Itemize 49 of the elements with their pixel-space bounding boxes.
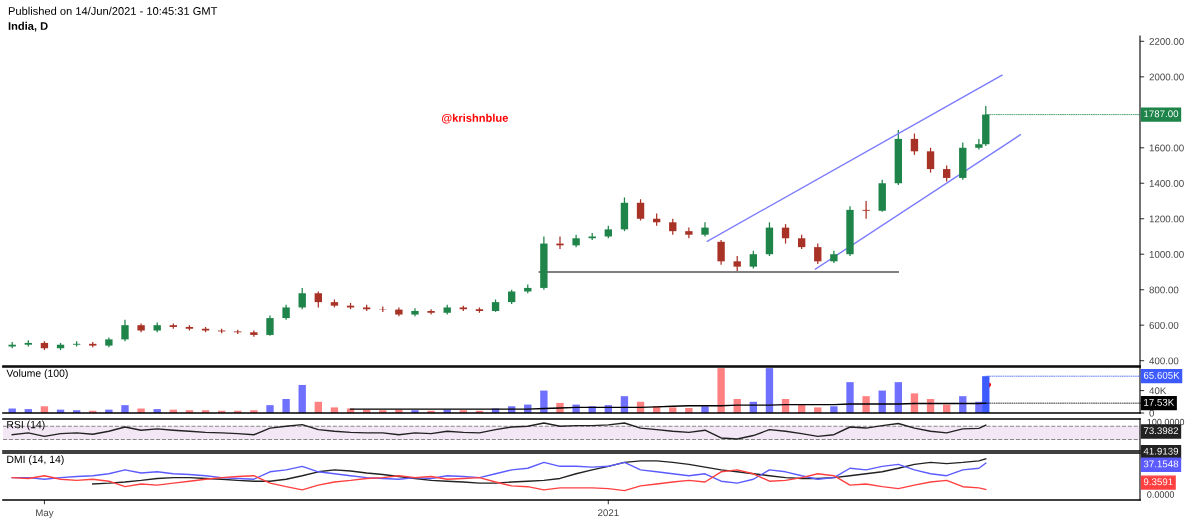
annotation: 1787.00	[1144, 110, 1179, 118]
chart-title: RSI (14)	[7, 420, 45, 431]
text: 0.0000	[1147, 491, 1175, 498]
annotation: @krishnblue	[441, 113, 508, 124]
bar	[121, 405, 129, 413]
text: 37.1548	[1143, 460, 1179, 468]
candlestick	[862, 200, 870, 220]
y-tick-label: 40K	[1149, 387, 1167, 395]
text: 9.3591	[1143, 478, 1173, 486]
chart-title: Volume (100)	[6, 369, 68, 380]
chart-subtitle: India, D	[8, 21, 48, 32]
chart-title: DMI (14, 14)	[7, 455, 64, 466]
candlestick	[910, 132, 919, 156]
y-tick-label: 400.00	[1149, 357, 1179, 365]
candlestick	[121, 319, 129, 342]
y-tick-label: 1400.00	[1149, 179, 1184, 187]
bar	[266, 405, 274, 413]
candlestick	[266, 314, 274, 337]
bar	[830, 406, 838, 413]
bar	[701, 406, 709, 413]
candlestick	[298, 287, 306, 310]
y-tick-label: 1000.00	[1149, 250, 1184, 258]
bar	[717, 368, 725, 413]
bar	[540, 390, 548, 413]
x-tick-label: May	[36, 509, 54, 519]
annotation: 65.605K	[1143, 371, 1180, 379]
annotation: 17.53K	[1144, 398, 1175, 406]
text: 73.3982	[1143, 427, 1179, 435]
y-tick-label: 2000.00	[1149, 73, 1184, 81]
y-tick-label: 2200.00	[1149, 38, 1184, 45]
candlestick	[781, 223, 790, 245]
y-tick-label: 0	[1149, 409, 1155, 417]
candlestick	[636, 198, 645, 222]
candlestick	[685, 226, 693, 239]
chart-title: Published on 14/Jun/2021 - 10:45:31 GMT	[8, 6, 218, 15]
candlestick	[926, 147, 935, 174]
bar	[282, 398, 290, 413]
y-tick-label: 1200.00	[1149, 215, 1184, 223]
y-tick-label: 600.00	[1149, 321, 1179, 329]
bar	[298, 384, 306, 413]
text: 41.9139	[1143, 447, 1179, 455]
candlestick	[814, 242, 822, 265]
x-tick-label: 2021	[598, 509, 619, 517]
y-tick-label: 1600.00	[1149, 144, 1184, 152]
candlestick	[717, 239, 725, 266]
bar	[846, 382, 854, 413]
y-tick-label: 800.00	[1149, 286, 1179, 294]
text: 100.0000	[1147, 418, 1185, 426]
candlestick	[427, 308, 435, 316]
